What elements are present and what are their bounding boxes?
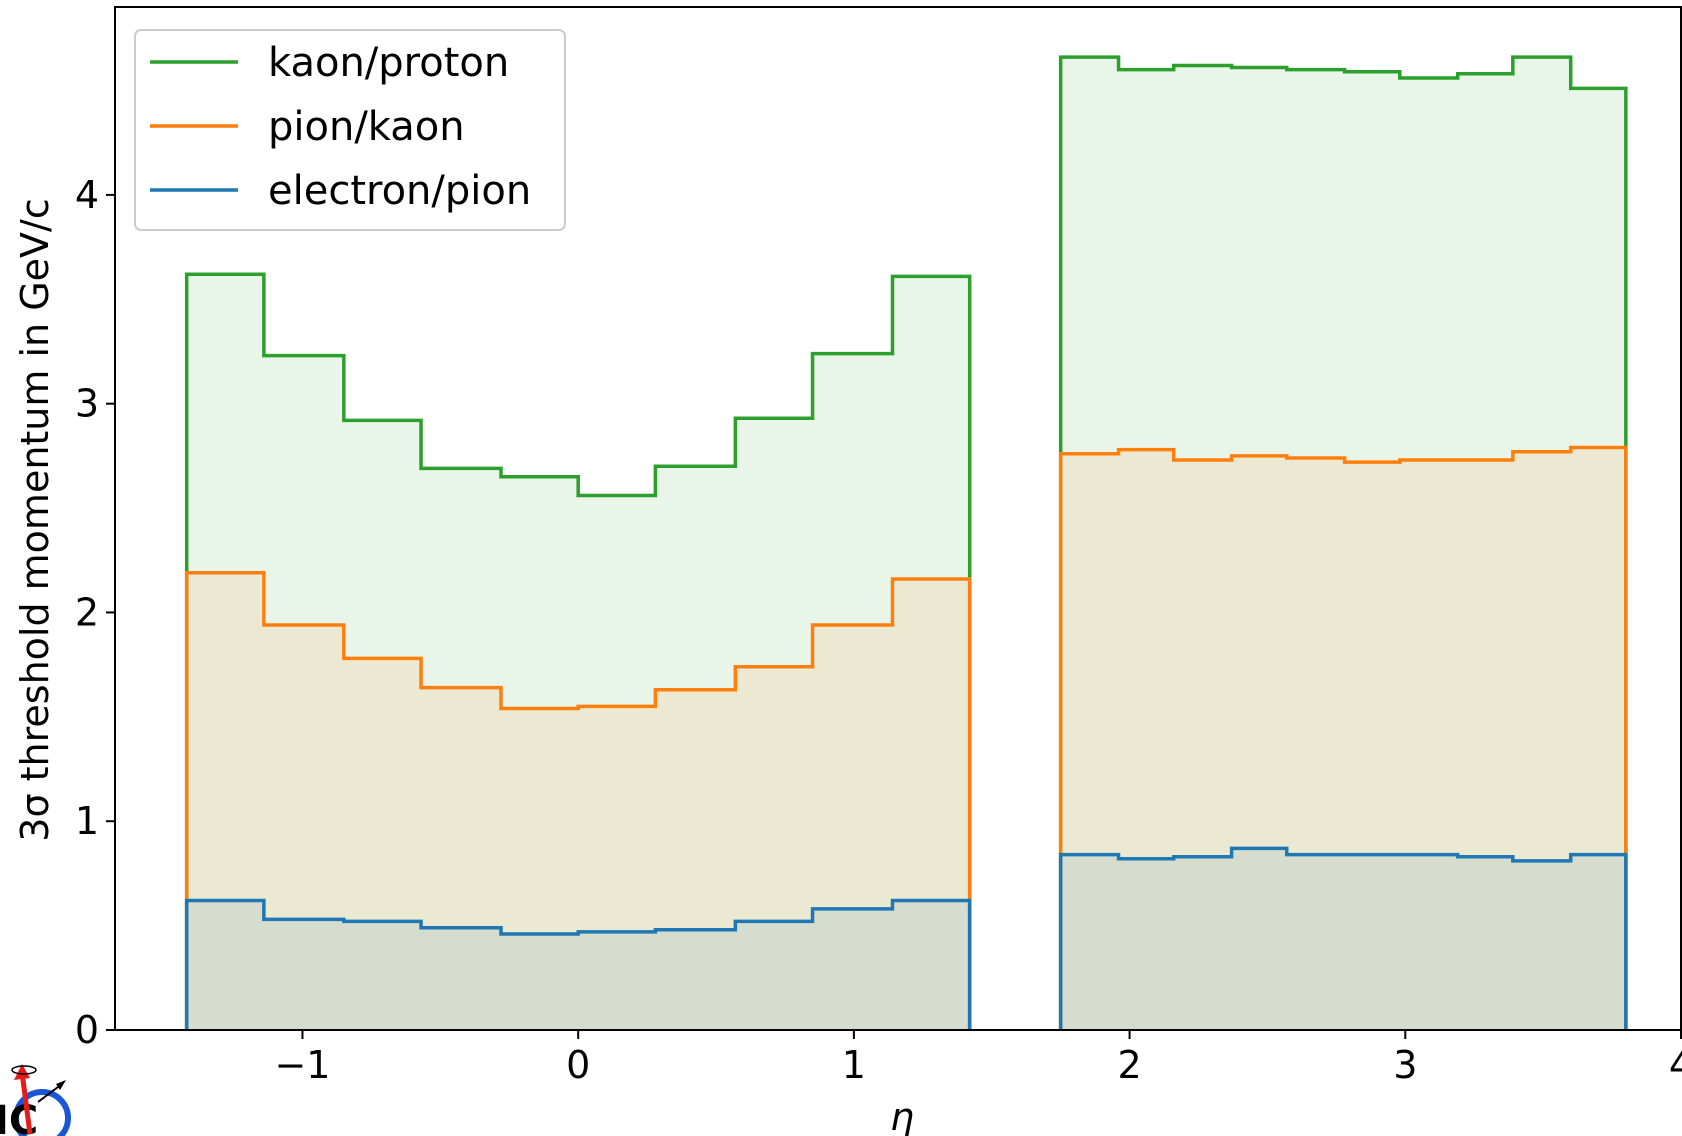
x-tick-label: 0 (566, 1043, 590, 1087)
electron-pion-fill-group-2 (1061, 848, 1626, 1030)
y-tick-label: 2 (75, 590, 99, 634)
y-tick-label: 3 (75, 382, 99, 426)
x-tick-label: 2 (1117, 1043, 1141, 1087)
legend-label-electron-pion: electron/pion (268, 168, 531, 214)
x-axis-label: η (890, 1095, 914, 1136)
y-axis: 0 1 2 3 4 (75, 173, 115, 1052)
legend-label-kaon-proton: kaon/proton (268, 40, 509, 86)
y-tick-label: 0 (75, 1008, 99, 1052)
x-axis: −1 0 1 2 3 4 (274, 1030, 1682, 1087)
eic-logo: IC (0, 1062, 78, 1136)
y-tick-label: 4 (75, 173, 99, 217)
x-tick-label: 3 (1393, 1043, 1417, 1087)
logo-letters-icon: IC (0, 1098, 38, 1136)
x-tick-label: 4 (1669, 1043, 1682, 1087)
legend: kaon/proton pion/kaon electron/pion (135, 30, 565, 230)
legend-label-pion-kaon: pion/kaon (268, 104, 465, 150)
y-axis-label: 3σ threshold momentum in GeV/c (13, 198, 57, 841)
x-tick-label: −1 (274, 1043, 330, 1087)
y-tick-label: 1 (75, 799, 99, 843)
x-tick-label: 1 (842, 1043, 866, 1087)
